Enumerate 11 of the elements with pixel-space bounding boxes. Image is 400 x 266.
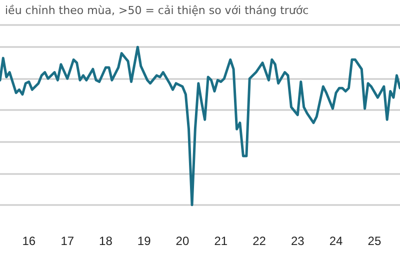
x-tick-label: 16 [22,234,36,248]
x-tick-label: 25 [368,234,382,248]
x-tick-label: 20 [176,234,190,248]
x-tick-label: 23 [290,234,305,248]
x-tick-label: 21 [214,234,228,248]
x-tick-label: 22 [252,234,266,248]
chart-subtitle: iều chỉnh theo mùa, >50 = cải thiện so với tháng trước [5,4,309,17]
x-tick-label: 19 [137,234,152,248]
x-tick-label: 24 [329,234,343,248]
x-tick-label: 17 [60,234,74,248]
x-tick-label: 18 [99,234,113,248]
